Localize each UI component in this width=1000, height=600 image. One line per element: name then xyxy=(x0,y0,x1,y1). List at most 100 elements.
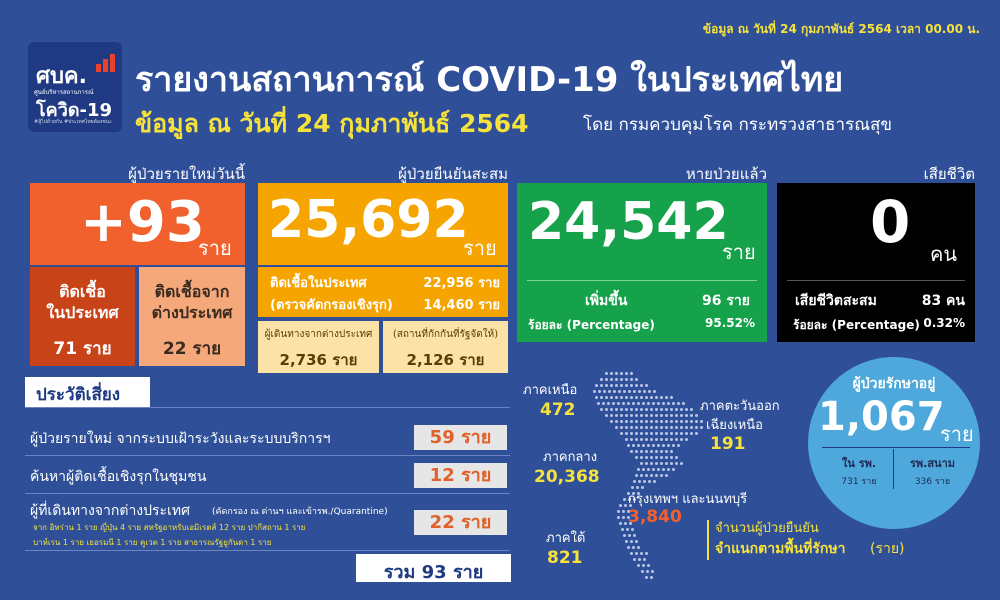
map-dot xyxy=(641,486,644,489)
map-dot xyxy=(653,480,656,483)
map-dot xyxy=(655,462,658,465)
map-dot xyxy=(635,420,638,423)
map-dot xyxy=(670,408,673,411)
map-dot xyxy=(610,414,613,417)
map-dot xyxy=(652,402,655,405)
map-dot xyxy=(627,444,630,447)
map-dot xyxy=(623,534,626,537)
map-dot xyxy=(680,414,683,417)
map-dot xyxy=(642,468,645,471)
map-dot xyxy=(620,408,623,411)
map-dot xyxy=(635,456,638,459)
map-dot xyxy=(660,462,663,465)
region-central-name: ภาคกลาง xyxy=(543,450,598,465)
map-dot xyxy=(651,570,654,573)
risk-row-divider xyxy=(25,455,510,456)
deaths-divider xyxy=(787,280,965,281)
map-dot xyxy=(667,468,670,471)
map-dot xyxy=(660,408,663,411)
new-cases-unit: ราย xyxy=(198,236,232,260)
map-dot xyxy=(665,438,668,441)
new-cases-imported-value: 22 ราย xyxy=(162,339,222,359)
report-timestamp: ข้อมูล ณ วันที่ 24 กุมภาพันธ์ 2564 เวลา … xyxy=(702,22,980,36)
map-dot xyxy=(620,384,623,387)
map-dot xyxy=(615,396,618,399)
region-north-name: ภาคเหนือ xyxy=(523,383,578,398)
recovered-unit: ราย xyxy=(722,240,756,264)
map-dot xyxy=(650,456,653,459)
map-dot xyxy=(635,396,638,399)
cumulative-active-value: 14,460 ราย xyxy=(423,298,500,313)
region-northeast-name-1: ภาคตะวันออก xyxy=(700,399,780,414)
risk-row-label: ผู้ที่เดินทางจากต่างประเทศ xyxy=(30,503,190,519)
map-dot xyxy=(629,522,632,525)
map-dot xyxy=(608,390,611,393)
cumulative-active-label: (ตรวจคัดกรองเชิงรุก) xyxy=(270,298,393,313)
map-dot xyxy=(640,408,643,411)
map-dot xyxy=(610,372,613,375)
map-dot xyxy=(680,438,683,441)
map-dot xyxy=(648,480,651,483)
map-dot xyxy=(650,576,653,579)
map-dot xyxy=(662,444,665,447)
map-dot xyxy=(615,408,618,411)
map-dot xyxy=(615,384,618,387)
recovered-divider xyxy=(527,280,757,281)
map-dot xyxy=(637,468,640,471)
map-dot xyxy=(650,462,653,465)
map-dot xyxy=(622,402,625,405)
map-dot xyxy=(621,528,624,531)
map-dot xyxy=(625,426,628,429)
map-dot xyxy=(623,390,626,393)
map-dot xyxy=(615,414,618,417)
map-dot xyxy=(633,390,636,393)
map-dot xyxy=(660,426,663,429)
map-dot xyxy=(605,414,608,417)
map-dot xyxy=(685,432,688,435)
map-dot xyxy=(662,468,665,471)
map-dot xyxy=(627,516,630,519)
map-dot xyxy=(605,372,608,375)
deaths-cum-value: 83 คน xyxy=(921,293,965,309)
map-dot xyxy=(667,444,670,447)
map-dot xyxy=(618,390,621,393)
map-dot xyxy=(638,390,641,393)
map-dot xyxy=(620,396,623,399)
map-dot xyxy=(638,558,641,561)
map-dot xyxy=(690,420,693,423)
map-dot xyxy=(615,426,618,429)
map-dot xyxy=(633,558,636,561)
map-dot xyxy=(690,426,693,429)
map-dot xyxy=(636,486,639,489)
new-cases-domestic-label-1: ติดเชื้อ xyxy=(59,282,106,301)
map-dot xyxy=(650,438,653,441)
map-dot xyxy=(700,420,703,423)
hospitalized-field-value: 336 ราย xyxy=(914,477,951,487)
map-dot xyxy=(605,378,608,381)
map-dot xyxy=(626,528,629,531)
cumulative-domestic-label: ติดเชื้อในประเทศ xyxy=(270,276,367,291)
risk-header: ประวัติเสี่ยง xyxy=(36,385,121,405)
map-dot xyxy=(635,474,638,477)
map-dot xyxy=(625,378,628,381)
map-dot xyxy=(632,546,635,549)
map-dot xyxy=(605,396,608,399)
map-dot xyxy=(695,414,698,417)
risk-total: รวม 93 ราย xyxy=(383,562,484,583)
map-dot xyxy=(605,408,608,411)
map-dot xyxy=(660,438,663,441)
map-dot xyxy=(617,516,620,519)
cumulative-travel-card xyxy=(258,321,379,373)
map-dot xyxy=(620,426,623,429)
map-dot xyxy=(660,414,663,417)
thailand-map xyxy=(575,372,705,587)
map-dot xyxy=(677,444,680,447)
map-dot xyxy=(675,456,678,459)
map-dot xyxy=(652,444,655,447)
map-dot xyxy=(645,408,648,411)
region-caption-1: จำนวนผู้ป่วยยืนยัน xyxy=(715,521,819,536)
map-dot xyxy=(645,396,648,399)
map-dot xyxy=(642,402,645,405)
map-dot xyxy=(655,432,658,435)
cumulative-value: 25,692 xyxy=(268,190,469,250)
